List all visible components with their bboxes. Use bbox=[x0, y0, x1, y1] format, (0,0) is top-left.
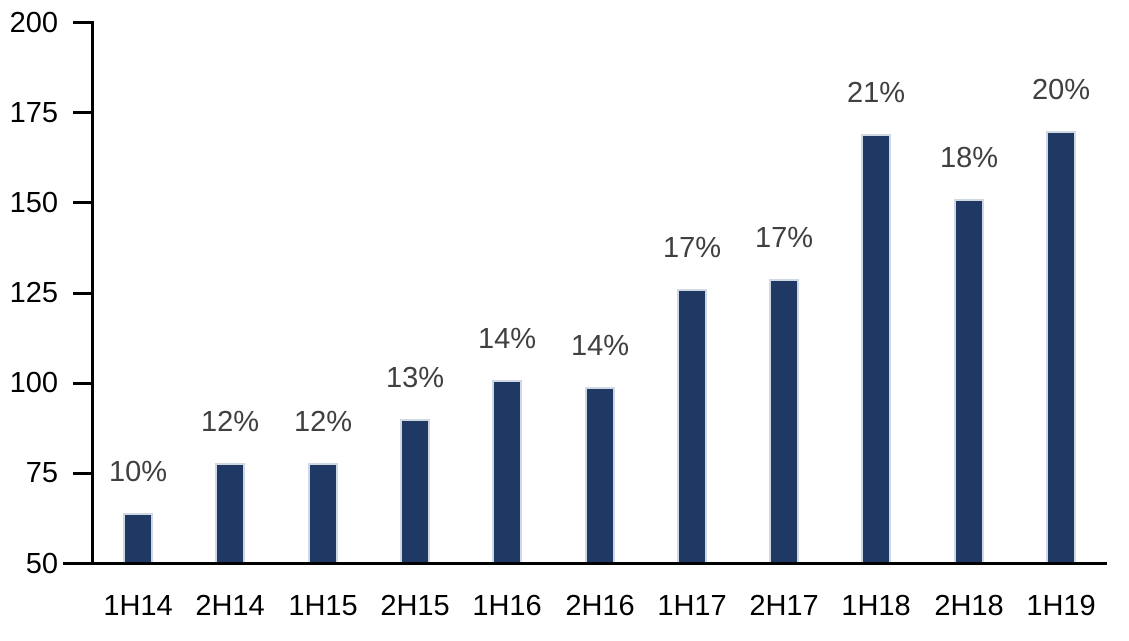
bar-value-label-2H15: 13% bbox=[385, 362, 445, 394]
y-axis-tick-100 bbox=[73, 382, 94, 385]
x-axis-tick-label-1H16: 1H16 bbox=[472, 590, 542, 622]
y-axis-tick-label-100: 100 bbox=[9, 367, 58, 399]
bar-value-label-1H19: 20% bbox=[1031, 74, 1091, 106]
y-axis-tick-175 bbox=[73, 111, 94, 114]
x-axis-tick-label-2H14: 2H14 bbox=[195, 590, 265, 622]
bar-2H17 bbox=[769, 279, 799, 564]
y-axis-tick-label-150: 150 bbox=[9, 187, 58, 219]
bar-1H17 bbox=[677, 289, 707, 564]
bar-1H15 bbox=[308, 463, 338, 564]
bar-2H18 bbox=[954, 199, 984, 564]
x-axis-tick-label-1H15: 1H15 bbox=[288, 590, 358, 622]
y-axis-line bbox=[91, 21, 94, 565]
x-axis-tick-label-1H14: 1H14 bbox=[103, 590, 173, 622]
bar-value-label-2H14: 12% bbox=[200, 406, 260, 438]
y-axis-tick-125 bbox=[73, 292, 94, 295]
bar-2H14 bbox=[215, 463, 245, 564]
bar-1H16 bbox=[492, 380, 522, 564]
x-axis-tick-label-1H18: 1H18 bbox=[841, 590, 911, 622]
bar-2H15 bbox=[400, 419, 430, 564]
bar-1H18 bbox=[861, 134, 891, 564]
y-axis-tick-150 bbox=[73, 201, 94, 204]
y-axis-tick-label-125: 125 bbox=[9, 277, 58, 309]
y-axis-tick-label-175: 175 bbox=[9, 97, 58, 129]
bar-value-label-1H18: 21% bbox=[846, 77, 906, 109]
x-axis-line bbox=[63, 562, 1107, 565]
bar-value-label-2H17: 17% bbox=[754, 222, 814, 254]
bar-value-label-2H18: 18% bbox=[939, 142, 999, 174]
y-axis-tick-200 bbox=[73, 21, 94, 24]
x-axis-tick-label-2H15: 2H15 bbox=[380, 590, 450, 622]
bar-value-label-2H16: 14% bbox=[570, 330, 630, 362]
bar-value-label-1H14: 10% bbox=[108, 456, 168, 488]
x-axis-tick-label-2H17: 2H17 bbox=[749, 590, 819, 622]
bar-1H19 bbox=[1046, 131, 1076, 564]
bar-value-label-1H15: 12% bbox=[293, 406, 353, 438]
bar-value-label-1H17: 17% bbox=[662, 232, 722, 264]
x-axis-tick-label-1H17: 1H17 bbox=[657, 590, 727, 622]
x-axis-tick-label-2H18: 2H18 bbox=[934, 590, 1004, 622]
bar-value-label-1H16: 14% bbox=[477, 323, 537, 355]
bar-2H16 bbox=[585, 387, 615, 564]
x-axis-tick-label-2H16: 2H16 bbox=[565, 590, 635, 622]
y-axis-tick-label-50: 50 bbox=[25, 548, 58, 580]
y-axis-tick-label-75: 75 bbox=[25, 457, 58, 489]
x-axis-tick-label-1H19: 1H19 bbox=[1026, 590, 1096, 622]
y-axis-tick-label-200: 200 bbox=[9, 7, 58, 39]
y-axis-tick-75 bbox=[73, 472, 94, 475]
bar-1H14 bbox=[123, 513, 153, 564]
